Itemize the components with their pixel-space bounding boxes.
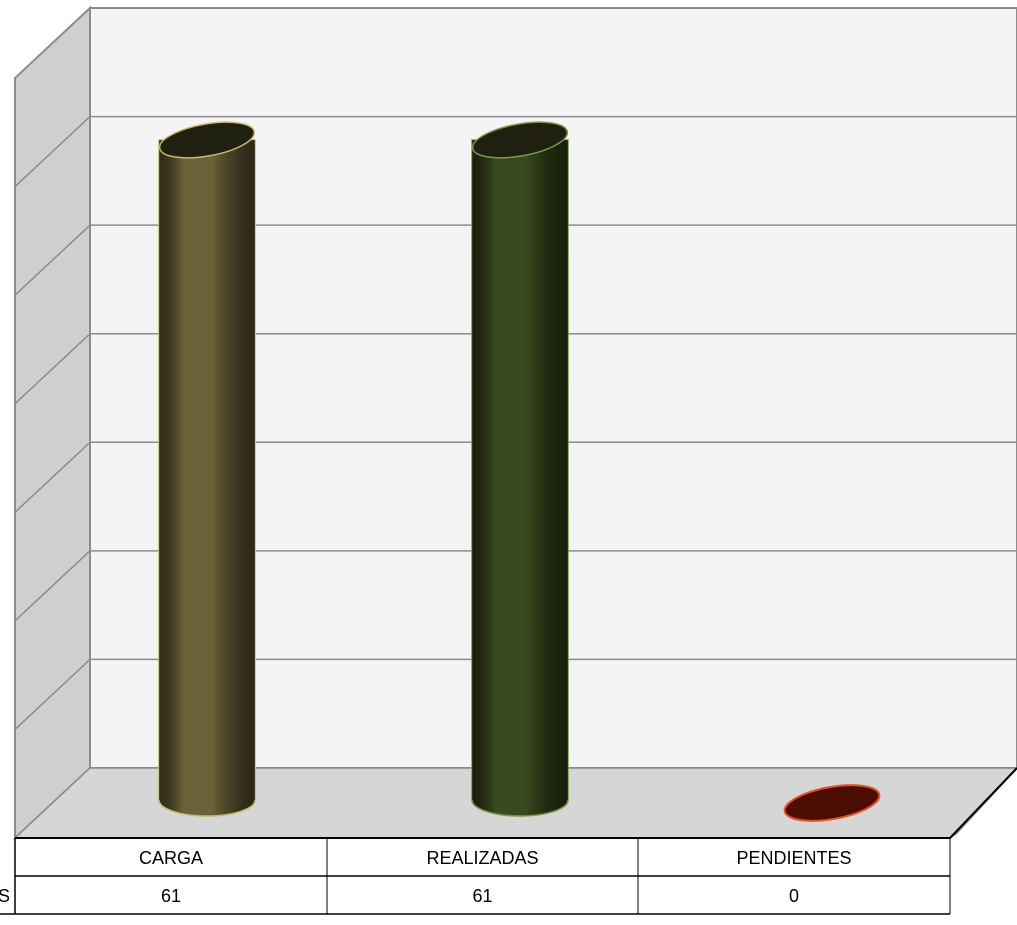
bar-shading	[472, 140, 568, 816]
bar-pendientes	[783, 784, 881, 822]
category-label: PENDIENTES	[736, 848, 851, 868]
data-value: 61	[161, 886, 181, 906]
bar-shading	[159, 140, 255, 816]
gridline-side	[14, 116, 91, 188]
gridline-side	[14, 658, 91, 730]
gridline-side	[14, 441, 91, 513]
data-value: 0	[789, 886, 799, 906]
chart-bars	[158, 121, 881, 822]
bar-disc	[783, 784, 881, 822]
side-wall	[14, 5, 91, 841]
bar-carga	[158, 121, 256, 817]
floor-right-edge	[949, 767, 1017, 839]
data-table: S CARGA 61 REALIZADAS 61 PENDIENTES 0	[0, 838, 951, 915]
gridline-side	[14, 7, 91, 79]
data-value: 61	[472, 886, 492, 906]
series-label: S	[0, 886, 10, 906]
category-label: REALIZADAS	[426, 848, 538, 868]
gridline-side	[14, 333, 91, 405]
category-label: CARGA	[139, 848, 203, 868]
bar-base	[471, 799, 569, 817]
bar-top	[471, 121, 569, 159]
bar-top	[158, 121, 256, 159]
gridline-side	[14, 550, 91, 622]
gridline-side	[14, 224, 91, 296]
bar-base	[158, 799, 256, 817]
bar-realizadas	[471, 121, 569, 817]
